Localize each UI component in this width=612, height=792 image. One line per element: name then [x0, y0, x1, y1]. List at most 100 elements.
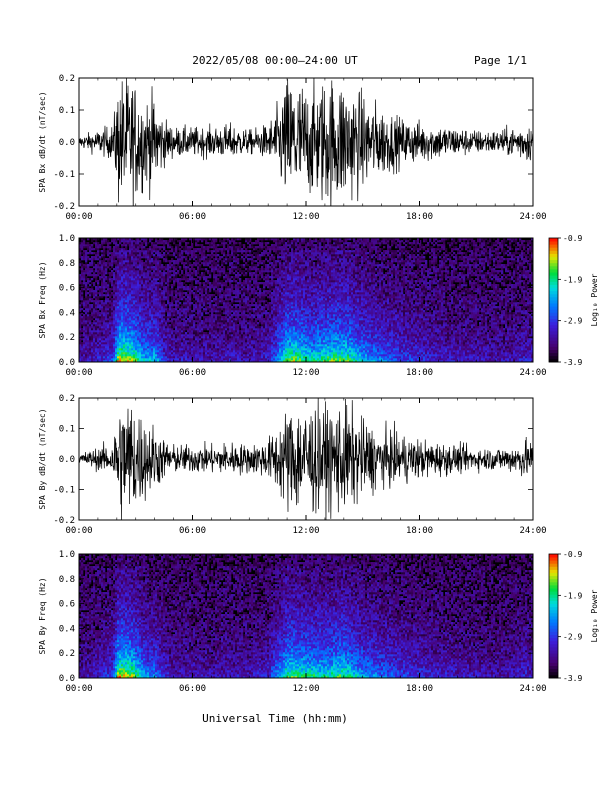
spectrogram-cell — [123, 268, 126, 271]
spectrogram-cell — [189, 284, 192, 287]
spectrogram-cell — [231, 276, 234, 279]
spectrogram-cell — [155, 276, 158, 279]
spectrogram-cell — [125, 302, 128, 305]
spectrogram-cell — [189, 354, 192, 357]
spectrogram-cell — [141, 250, 144, 253]
spectrogram-cell — [197, 338, 200, 341]
spectrogram-cell — [169, 274, 172, 277]
spectrogram-cell — [221, 270, 224, 273]
spectrogram-cell — [123, 278, 126, 281]
spectrogram-cell — [109, 262, 112, 265]
spectrogram-cell — [213, 242, 216, 245]
spectrogram-cell — [231, 292, 234, 295]
spectrogram-cell — [243, 350, 246, 353]
spectrogram-cell — [239, 332, 242, 335]
spectrogram-cell — [233, 318, 236, 321]
spectrogram-cell — [153, 330, 156, 333]
spectrogram-cell — [93, 326, 96, 329]
spectrogram-cell — [159, 344, 162, 347]
spectrogram-cell — [133, 282, 136, 285]
spectrogram-cell — [231, 308, 234, 311]
spectrogram-cell — [227, 350, 230, 353]
spectrogram-cell — [197, 276, 200, 279]
spectrogram-cell — [223, 318, 226, 321]
spectrogram-cell — [107, 320, 110, 323]
spectrogram-cell — [133, 290, 136, 293]
spectrogram-cell — [105, 304, 108, 307]
spectrogram-cell — [133, 262, 136, 265]
spectrogram-cell — [231, 344, 234, 347]
spectrogram-cell — [199, 304, 202, 307]
spectrogram-cell — [169, 278, 172, 281]
spectrogram-cell — [81, 312, 84, 315]
spectrogram-cell — [255, 272, 258, 275]
spectrogram-cell — [155, 284, 158, 287]
spectrogram-cell — [149, 288, 152, 291]
spectrogram-cell — [165, 274, 168, 277]
spectrogram-cell — [111, 336, 114, 339]
spectrogram-cell — [139, 342, 142, 345]
spectrogram-cell — [149, 254, 152, 257]
spectrogram-cell — [129, 340, 132, 343]
spectrogram-cell — [123, 342, 126, 345]
spectrogram-cell — [133, 352, 136, 355]
spectrogram-cell — [81, 244, 84, 247]
spectrogram-cell — [81, 346, 84, 349]
spectrogram-cell — [227, 320, 230, 323]
spectrogram-cell — [183, 358, 186, 361]
spectrogram-cell — [163, 260, 166, 263]
spectrogram-cell — [249, 244, 252, 247]
spectrogram-cell — [169, 238, 172, 241]
spectrogram-cell — [215, 312, 218, 315]
spectrogram-cell — [193, 350, 196, 353]
spectrogram-cell — [209, 298, 212, 301]
spectrogram-cell — [121, 322, 124, 325]
spectrogram-cell — [209, 326, 212, 329]
spectrogram-cell — [171, 334, 174, 337]
spectrogram-cell — [179, 312, 182, 315]
spectrogram-cell — [123, 318, 126, 321]
spectrogram-cell — [223, 282, 226, 285]
spectrogram-cell — [239, 360, 242, 362]
spectrogram-cell — [123, 352, 126, 355]
spectrogram-cell — [113, 276, 116, 279]
spectrogram-cell — [109, 338, 112, 341]
spectrogram-cell — [147, 296, 150, 299]
spectrogram-cell — [97, 352, 100, 355]
spectrogram-cell — [165, 310, 168, 313]
spectrogram-cell — [157, 318, 160, 321]
spectrogram-cell — [231, 286, 234, 289]
spectrogram-cell — [249, 258, 252, 261]
spectrogram-cell — [191, 302, 194, 305]
spectrogram-cell — [131, 344, 134, 347]
spectrogram-cell — [97, 248, 100, 251]
spectrogram-cell — [239, 258, 242, 261]
spectrogram-cell — [145, 238, 148, 241]
spectrogram-cell — [81, 256, 84, 259]
spectrogram-cell — [149, 240, 152, 243]
spectrogram-cell — [151, 324, 154, 327]
spectrogram-cell — [243, 330, 246, 333]
spectrogram-cell — [219, 358, 222, 361]
spectrogram-cell — [111, 350, 114, 353]
spectrogram-cell — [135, 314, 138, 317]
spectrogram-cell — [163, 346, 166, 349]
spectrogram-cell — [239, 322, 242, 325]
spectrogram-cell — [173, 340, 176, 343]
spectrogram-cell — [93, 322, 96, 325]
spectrogram-cell — [211, 246, 214, 249]
spectrogram-cell — [203, 282, 206, 285]
spectrogram-cell — [241, 346, 244, 349]
spectrogram-cell — [167, 338, 170, 341]
spectrogram-cell — [205, 258, 208, 261]
spectrogram-cell — [223, 356, 226, 359]
spectrogram-cell — [253, 288, 256, 291]
spectrogram-cell — [143, 264, 146, 267]
spectrogram-cell — [177, 354, 180, 357]
spectrogram-cell — [235, 348, 238, 351]
spectrogram-cell — [121, 332, 124, 335]
spectrogram-cell — [177, 286, 180, 289]
spectrogram-cell — [89, 318, 92, 321]
spectrogram-cell — [139, 276, 142, 279]
spectrogram-cell — [203, 358, 206, 361]
